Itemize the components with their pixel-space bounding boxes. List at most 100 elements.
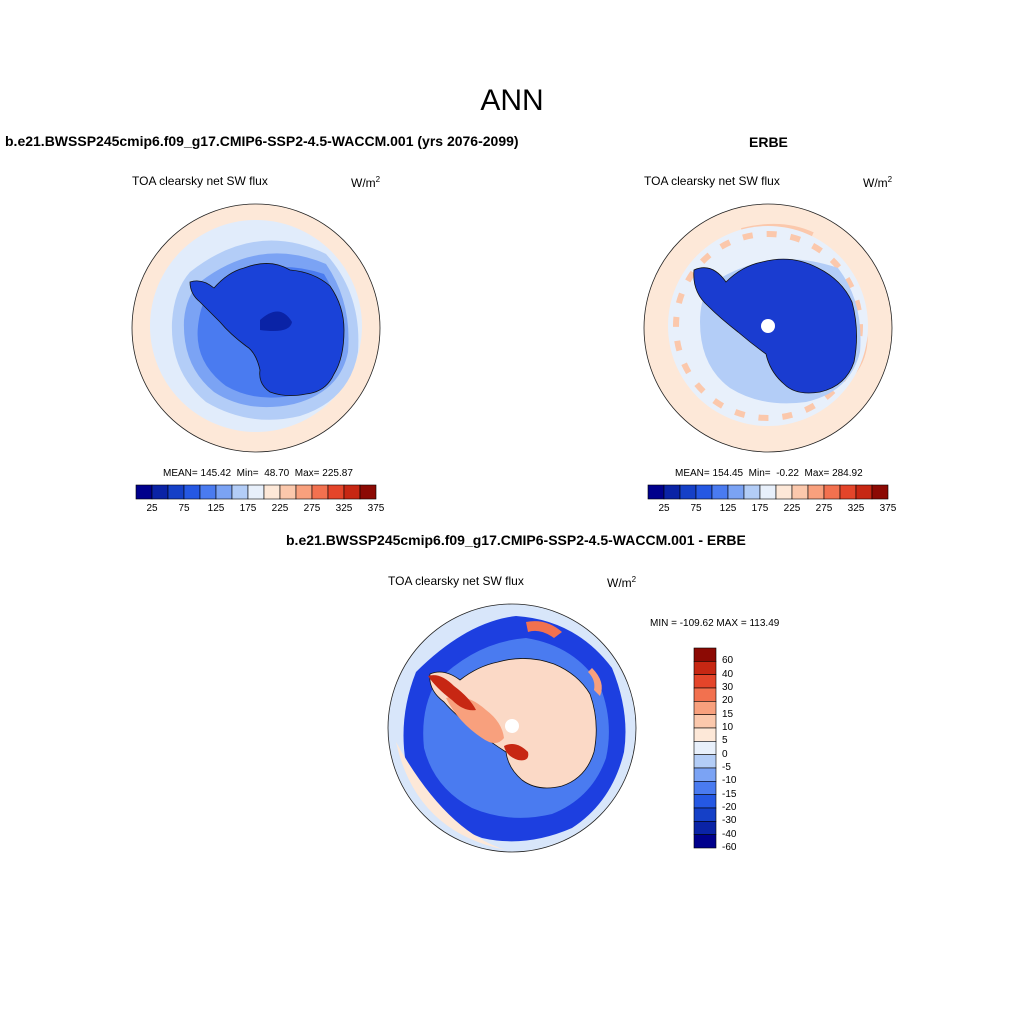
colorbar-swatch	[727, 484, 745, 500]
colorbar-tick-label: 75	[178, 503, 190, 514]
colorbar-swatch	[199, 484, 217, 500]
colorbar-tick-label: 5	[722, 735, 728, 747]
colorbar-tick-label: -15	[722, 788, 737, 800]
colorbar-tick-label: 375	[879, 503, 897, 514]
colorbar-swatch	[693, 701, 717, 715]
panel-2-map-mix-ring	[673, 231, 863, 421]
colorbar-swatch	[679, 484, 697, 500]
colorbar-tick-label: 15	[722, 708, 734, 720]
colorbar-tick-label: 125	[719, 503, 737, 514]
colorbar-swatch	[693, 794, 717, 809]
colorbar-swatch	[693, 714, 717, 729]
panel-2-antarctica	[693, 258, 857, 394]
panel-1-colorbar-ticks: 25 75 125 175 225 275 325 375	[136, 503, 384, 517]
colorbar-swatch	[151, 484, 169, 500]
colorbar-tick-label: 325	[847, 503, 865, 514]
colorbar-tick-label: 325	[335, 503, 353, 514]
colorbar-tick-label: -10	[722, 775, 737, 787]
colorbar-swatch	[183, 484, 201, 500]
panel-3-peninsula-max	[428, 675, 476, 711]
panel-2-colorbar	[647, 484, 889, 500]
colorbar-tick-label: -5	[722, 762, 731, 773]
panel-1-variable-label: TOA clearsky net SW flux	[132, 174, 268, 188]
colorbar-swatch	[693, 834, 717, 849]
colorbar-swatch	[693, 821, 717, 835]
colorbar-tick-label: -40	[722, 828, 737, 840]
colorbar-swatch	[693, 647, 717, 662]
panel-1-stats: MEAN= 145.42 Min= 48.70 Max= 225.87	[163, 468, 353, 479]
colorbar-swatch	[693, 674, 717, 689]
panel-3-map-pos-patch-b	[588, 668, 602, 696]
panel-2-pole-hole	[761, 319, 775, 333]
figure-title: ANN	[480, 84, 544, 117]
panel-1-title: b.e21.BWSSP245cmip6.f09_g17.CMIP6-SSP2-4…	[5, 133, 519, 149]
colorbar-swatch	[693, 727, 717, 742]
colorbar-tick-label: 175	[751, 503, 769, 514]
colorbar-swatch	[693, 781, 717, 795]
colorbar-swatch	[775, 484, 793, 500]
colorbar-swatch	[823, 484, 841, 500]
panel-2-stats: MEAN= 154.45 Min= -0.22 Max= 284.92	[675, 468, 863, 479]
panel-3-variable-label: TOA clearsky net SW flux	[388, 574, 524, 588]
colorbar-tick-label: -20	[722, 802, 737, 813]
colorbar-tick-label: 375	[367, 503, 385, 514]
colorbar-swatch	[693, 741, 717, 755]
colorbar-tick-label: 30	[722, 682, 734, 693]
colorbar-tick-label: 25	[146, 503, 158, 514]
colorbar-swatch	[743, 484, 761, 500]
colorbar-swatch	[215, 484, 233, 500]
colorbar-tick-label: 75	[690, 503, 702, 514]
colorbar-tick-label: -60	[722, 842, 737, 853]
panel-2-title: ERBE	[749, 134, 788, 150]
colorbar-swatch	[279, 484, 297, 500]
colorbar-swatch	[343, 484, 361, 500]
panel-1-colorbar	[135, 484, 377, 500]
colorbar-tick-label: -30	[722, 815, 737, 827]
colorbar-swatch	[247, 484, 265, 500]
colorbar-tick-label: 20	[722, 695, 734, 707]
colorbar-tick-label: 275	[303, 503, 321, 514]
colorbar-swatch	[663, 484, 681, 500]
colorbar-tick-label: 25	[658, 503, 670, 514]
colorbar-swatch	[647, 484, 665, 500]
colorbar-swatch	[167, 484, 185, 500]
panel-2-colorbar-ticks: 25 75 125 175 225 275 325 375	[648, 503, 896, 517]
panel-3-map-pos-patch-a	[526, 621, 562, 638]
colorbar-swatch	[871, 484, 889, 500]
colorbar-tick-label: 275	[815, 503, 833, 514]
panel-3-antarctica-warm-sector	[446, 696, 504, 743]
colorbar-tick-label: 175	[239, 503, 257, 514]
panel-3-minmax: MIN = -109.62 MAX = 113.49	[650, 618, 780, 629]
colorbar-tick-label: 60	[722, 655, 734, 667]
panel-3-units: W/m2	[607, 575, 637, 590]
panel-3-colorbar-ticks: 60 40 30 20 15 10 5 0 -5 -10 -15 -20 -30 -40 -60	[722, 648, 762, 853]
colorbar-tick-label: 125	[207, 503, 225, 514]
colorbar-swatch	[295, 484, 313, 500]
panel-1-units: W/m2	[351, 175, 381, 190]
colorbar-swatch	[693, 661, 717, 675]
colorbar-swatch	[711, 484, 729, 500]
panel-2-units: W/m2	[863, 175, 893, 190]
panel-3-colorbar	[693, 647, 717, 849]
colorbar-swatch	[693, 687, 717, 702]
colorbar-swatch	[695, 484, 713, 500]
colorbar-swatch	[135, 484, 153, 500]
colorbar-swatch	[693, 807, 717, 822]
panel-3-ice-shelf-max	[504, 744, 529, 761]
colorbar-swatch	[791, 484, 809, 500]
colorbar-swatch	[693, 767, 717, 782]
panel-1-map	[131, 203, 381, 453]
colorbar-tick-label: 0	[722, 748, 728, 760]
colorbar-swatch	[807, 484, 825, 500]
colorbar-swatch	[263, 484, 281, 500]
panel-3-title: b.e21.BWSSP245cmip6.f09_g17.CMIP6-SSP2-4…	[286, 532, 746, 548]
colorbar-swatch	[231, 484, 249, 500]
panel-2-map	[643, 203, 893, 453]
colorbar-swatch	[327, 484, 345, 500]
panel-1-plateau-min	[260, 311, 292, 331]
colorbar-swatch	[759, 484, 777, 500]
colorbar-tick-label: 10	[722, 722, 734, 733]
colorbar-swatch	[693, 754, 717, 769]
colorbar-swatch	[839, 484, 857, 500]
colorbar-tick-label: 40	[722, 668, 734, 680]
